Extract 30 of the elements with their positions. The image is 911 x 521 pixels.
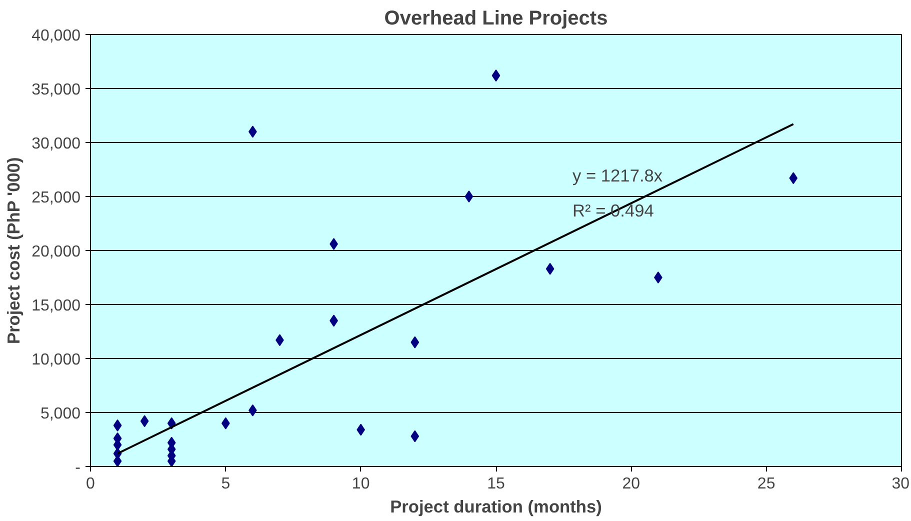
- point: [789, 172, 798, 184]
- point: [410, 336, 420, 348]
- y-tick-label: 5,000: [40, 406, 81, 422]
- y-tick-label: 30,000: [32, 136, 81, 152]
- x-tick-label: 30: [892, 476, 910, 492]
- point: [492, 70, 500, 82]
- y-tick-label: 40,000: [32, 28, 81, 44]
- x-tick-label: 20: [622, 476, 640, 492]
- y-tick-label: 35,000: [32, 82, 81, 98]
- y-tick-label: 10,000: [32, 352, 81, 368]
- annotation: R² = 0.494: [572, 200, 654, 220]
- point: [546, 262, 554, 275]
- x-tick-label: 15: [487, 476, 505, 492]
- x-tick-label: 5: [221, 476, 230, 492]
- y-tick-label: 25,000: [32, 190, 81, 206]
- x-tick-label: 10: [352, 476, 370, 492]
- point: [140, 415, 149, 428]
- x-tick-label: 25: [757, 476, 776, 492]
- point: [113, 419, 122, 432]
- x-axis-title: Project duration (months): [390, 496, 602, 516]
- point: [410, 430, 420, 442]
- y-tick-label: 15,000: [32, 298, 81, 314]
- y-tick-label: -: [75, 460, 80, 476]
- chart-title: Overhead Line Projects: [384, 8, 608, 30]
- point: [464, 190, 474, 202]
- annotation: y = 1217.8x: [572, 166, 663, 186]
- y-tick-label: 20,000: [32, 244, 81, 260]
- point: [654, 272, 662, 284]
- x-tick-label: 0: [86, 476, 96, 492]
- y-axis-title: Project cost (PhP '000): [4, 157, 24, 344]
